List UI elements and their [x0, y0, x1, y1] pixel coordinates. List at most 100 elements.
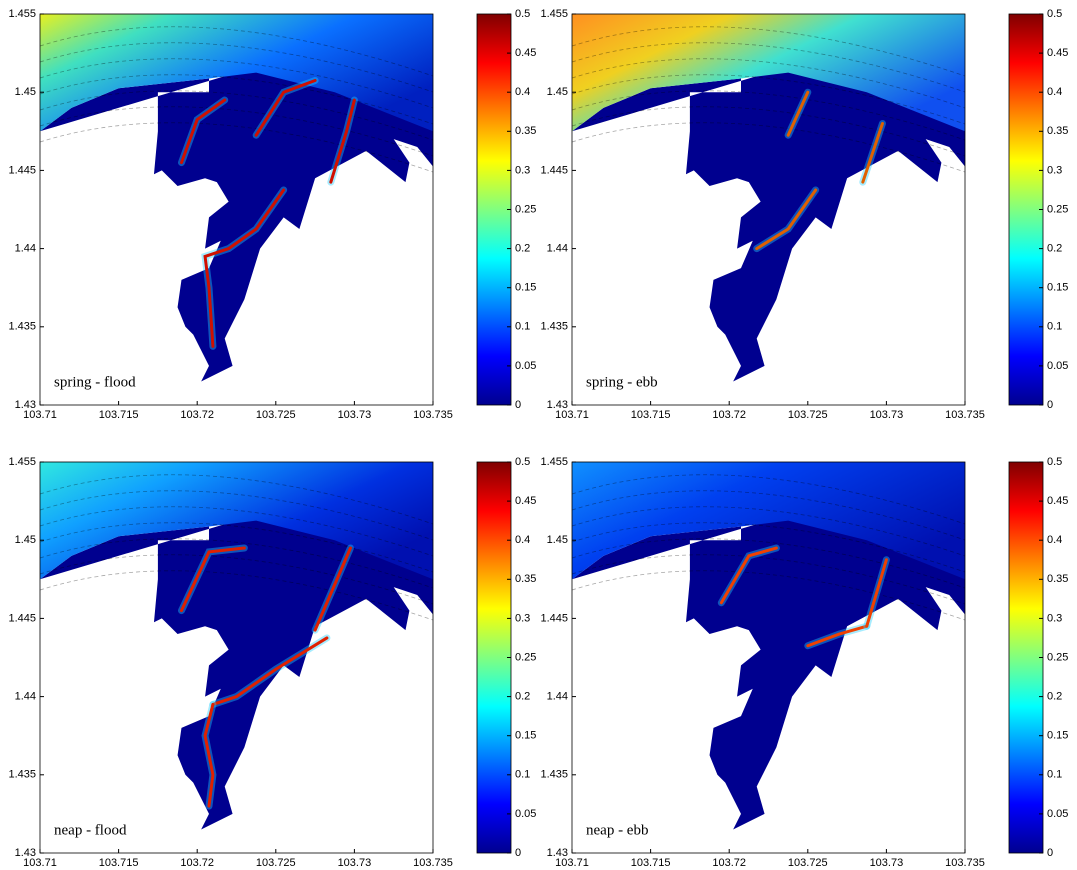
colorbar-tick-label: 0.2 — [1047, 243, 1062, 255]
y-tick-label: 1.445 — [8, 164, 36, 176]
channel-flow — [203, 702, 215, 808]
y-tick-label: 1.44 — [547, 691, 568, 703]
colorbar-tick-label: 0.45 — [1047, 495, 1068, 507]
channel-flow — [719, 546, 778, 605]
channel-flow — [179, 546, 246, 613]
colorbar — [476, 461, 512, 854]
x-tick-label: 103.71 — [555, 857, 589, 869]
colorbar-tick-label: 0.3 — [515, 612, 530, 624]
channel-flow — [203, 188, 286, 348]
colorbar-tick-label: 0.25 — [515, 203, 536, 215]
x-tick-label: 103.715 — [631, 409, 671, 421]
colorbar — [1008, 13, 1044, 406]
streamline — [39, 42, 434, 93]
ocean-field — [40, 462, 433, 580]
y-tick-label: 1.455 — [540, 456, 568, 468]
panel: 103.71 103.715 103.72 103.725 103.73 103.735 1… — [540, 456, 1068, 869]
panel-annotation: spring - flood — [54, 374, 136, 390]
colorbar-tick-label: 0 — [515, 847, 521, 859]
axes-frame — [39, 13, 434, 406]
channel-flow — [786, 90, 810, 137]
water-field — [40, 462, 433, 830]
y-tick-label: 1.45 — [15, 534, 36, 546]
streamline — [571, 490, 966, 541]
x-tick-label: 103.71 — [555, 409, 589, 421]
x-tick-label: 103.73 — [870, 409, 904, 421]
streamline — [39, 506, 434, 557]
colorbar-tick-label: 0.2 — [1047, 691, 1062, 703]
x-tick-label: 103.72 — [180, 409, 214, 421]
channel-flow — [806, 624, 869, 648]
streamline — [571, 122, 966, 173]
y-tick-label: 1.43 — [15, 399, 36, 411]
y-tick-label: 1.445 — [8, 612, 36, 624]
axes-frame — [571, 13, 966, 406]
colorbar-tick-label: 0.5 — [1047, 8, 1062, 20]
colorbar-tick-label: 0.4 — [515, 534, 530, 546]
y-tick-label: 1.445 — [540, 164, 568, 176]
streamline — [39, 570, 434, 621]
streamline — [571, 538, 966, 589]
ocean-field — [572, 462, 965, 580]
panel-annotation: neap - flood — [54, 822, 127, 838]
colorbar-tick-label: 0.2 — [515, 243, 530, 255]
streamline — [571, 570, 966, 621]
colorbar-tick-label: 0.35 — [1047, 573, 1068, 585]
x-tick-label: 103.725 — [788, 409, 828, 421]
streamline — [39, 90, 434, 141]
y-tick-label: 1.455 — [8, 8, 36, 20]
colorbar — [1008, 461, 1044, 854]
x-tick-label: 103.72 — [180, 857, 214, 869]
colorbar-tick-label: 0.4 — [1047, 86, 1062, 98]
ocean-field — [40, 14, 433, 132]
water-field — [572, 14, 965, 382]
x-tick-label: 103.715 — [631, 857, 671, 869]
colorbar-tick-label: 0.25 — [1047, 651, 1068, 663]
channel-flow — [211, 636, 329, 706]
colorbar-tick-label: 0.1 — [515, 769, 530, 781]
panel: 103.71 103.715 103.72 103.725 103.73 103.735 1… — [8, 8, 536, 421]
x-tick-label: 103.735 — [945, 857, 985, 869]
colorbar-tick-label: 0.25 — [1047, 203, 1068, 215]
channel-flow — [329, 98, 356, 184]
streamline — [571, 506, 966, 557]
streamline — [571, 42, 966, 93]
streamline — [39, 58, 434, 109]
x-tick-label: 103.735 — [945, 409, 985, 421]
streamline — [39, 474, 434, 525]
water-field — [40, 14, 433, 382]
streamline — [39, 554, 434, 605]
streamline — [571, 74, 966, 125]
colorbar — [476, 13, 512, 406]
panel: 103.71 103.715 103.72 103.725 103.73 103.735 1… — [8, 456, 536, 869]
x-tick-label: 103.72 — [712, 857, 746, 869]
channel-flow — [179, 98, 227, 165]
streamline — [571, 474, 966, 525]
colorbar-tick-label: 0.15 — [515, 730, 536, 742]
panel-annotation: spring - ebb — [586, 374, 658, 390]
colorbar-tick-label: 0.1 — [1047, 321, 1062, 333]
x-tick-label: 103.73 — [338, 857, 372, 869]
colorbar-tick-label: 0 — [1047, 847, 1053, 859]
y-tick-label: 1.435 — [540, 321, 568, 333]
y-tick-label: 1.435 — [540, 769, 568, 781]
y-tick-label: 1.45 — [15, 86, 36, 98]
water-field — [572, 462, 965, 830]
colorbar-tick-label: 0.3 — [1047, 612, 1062, 624]
y-tick-label: 1.44 — [15, 243, 36, 255]
colorbar-tick-label: 0.25 — [515, 651, 536, 663]
streamline — [39, 522, 434, 573]
colorbar-tick-label: 0.35 — [515, 573, 536, 585]
y-tick-label: 1.435 — [8, 321, 36, 333]
colorbar-tick-label: 0.5 — [515, 456, 530, 468]
colorbar-tick-label: 0.15 — [1047, 282, 1068, 294]
channel-flow — [865, 558, 888, 628]
streamline — [571, 522, 966, 573]
colorbar-tick-label: 0.05 — [515, 360, 536, 372]
y-tick-label: 1.45 — [547, 86, 568, 98]
y-tick-label: 1.445 — [540, 612, 568, 624]
colorbar-tick-label: 0.05 — [515, 808, 536, 820]
y-tick-label: 1.43 — [547, 399, 568, 411]
y-tick-label: 1.455 — [540, 8, 568, 20]
